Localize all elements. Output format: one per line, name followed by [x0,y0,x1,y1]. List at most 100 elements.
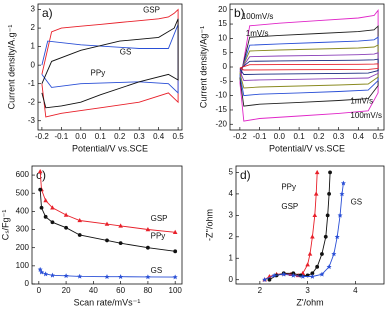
marker [323,234,328,239]
x-tick-label: 2 [258,286,263,295]
marker [326,264,332,270]
series-label: GSP [151,214,168,223]
series-line [39,189,176,252]
marker [43,271,49,277]
x-tick-label: 0.1 [95,132,107,141]
marker [325,213,330,218]
x-tick-label: -0.1 [253,132,267,141]
x-tick-label: 0.3 [333,132,345,141]
marker [38,187,43,192]
x-axis-label: Potential/V vs.SCE [72,143,148,153]
x-tick-label: 0.0 [75,132,87,141]
y-tick-label: 0 [229,275,234,284]
y-tick-label: 5 [223,48,228,57]
x-tick-label: -0.1 [54,132,68,141]
y-tick-label: 400 [16,206,30,215]
marker [309,273,315,279]
x-tick-label: 0.0 [274,132,286,141]
x-tick-label: 100 [169,286,183,295]
y-tick-label: 3 [31,5,36,14]
y-tick-label: 0 [223,62,228,71]
marker [104,221,110,226]
plot-frame [37,3,183,131]
panel-label: c) [36,168,46,182]
marker [339,191,345,197]
marker [340,180,346,186]
x-axis-label: Z'/ohm [296,297,323,307]
marker [50,220,55,225]
marker [64,225,68,230]
panel-label: d) [240,168,251,182]
x-axis-label: Scan rate/mVs⁻¹ [74,297,141,307]
series-line [41,8,179,118]
marker [63,212,69,217]
x-tick-label: 0.5 [373,132,385,141]
marker [39,269,45,275]
marker [146,245,150,250]
x-tick-label: 4 [353,286,358,295]
x-tick-label: 0.4 [153,132,165,141]
series-line [41,24,179,94]
x-tick-label: 20 [62,286,71,295]
marker [319,271,325,277]
x-tick-label: 60 [116,286,125,295]
series-label: GSP [281,202,298,211]
marker [172,274,178,280]
x-tick-label: 0.4 [353,132,365,141]
y-tick-label: 300 [16,225,30,234]
marker [327,191,331,196]
x-tick-label: 0.5 [173,132,185,141]
annotation: 1mV/s [246,29,269,38]
x-tick-label: 0.3 [134,132,146,141]
y-tick-label: -15 [215,105,227,114]
marker [313,191,319,196]
marker [118,223,123,228]
marker [310,234,315,239]
panel-label: b) [234,6,245,20]
x-tick-label: 0.2 [313,132,325,141]
marker [118,274,124,280]
series-line [239,44,379,89]
annotation: 100mV/s [242,12,274,21]
panel-label: a) [42,6,53,20]
y-tick-label: 2 [229,232,234,241]
y-tick-label: 100 [16,261,30,270]
series-line [264,183,344,281]
marker [337,212,343,218]
marker [328,170,332,175]
y-tick-label: 500 [16,188,30,197]
marker [43,197,48,203]
y-tick-label: 4 [229,189,234,198]
plot-frame [31,165,183,285]
x-tick-label: 3 [305,286,310,295]
marker [310,271,315,276]
marker [50,205,55,210]
series-line [239,58,379,75]
y-tick-label: 0 [25,279,30,288]
marker [39,205,44,210]
y-tick-label: -1 [28,79,36,88]
y-tick-label: -5 [220,76,228,85]
marker [267,277,272,282]
x-tick-label: 0.2 [114,132,126,141]
y-tick-label: 600 [16,170,30,179]
marker [315,264,320,269]
y-tick-label: -10 [215,91,227,100]
x-tick-label: 40 [89,286,98,295]
marker [118,241,123,246]
x-tick-label: 0.1 [294,132,306,141]
y-tick-label: 0 [31,60,36,69]
y-axis-label: Cₛ/Fg⁻¹ [0,210,10,241]
series-line [39,171,176,233]
y-tick-label: 10 [218,33,227,42]
series-label: PPy [281,183,296,192]
marker [145,227,151,232]
marker [49,272,55,278]
series-line [269,172,331,281]
annotation: 1mV/s [350,96,373,105]
marker [305,262,310,267]
marker [104,274,110,280]
series-label: PPy [91,69,106,78]
series-line [239,52,379,81]
series-label: GS [151,266,163,275]
